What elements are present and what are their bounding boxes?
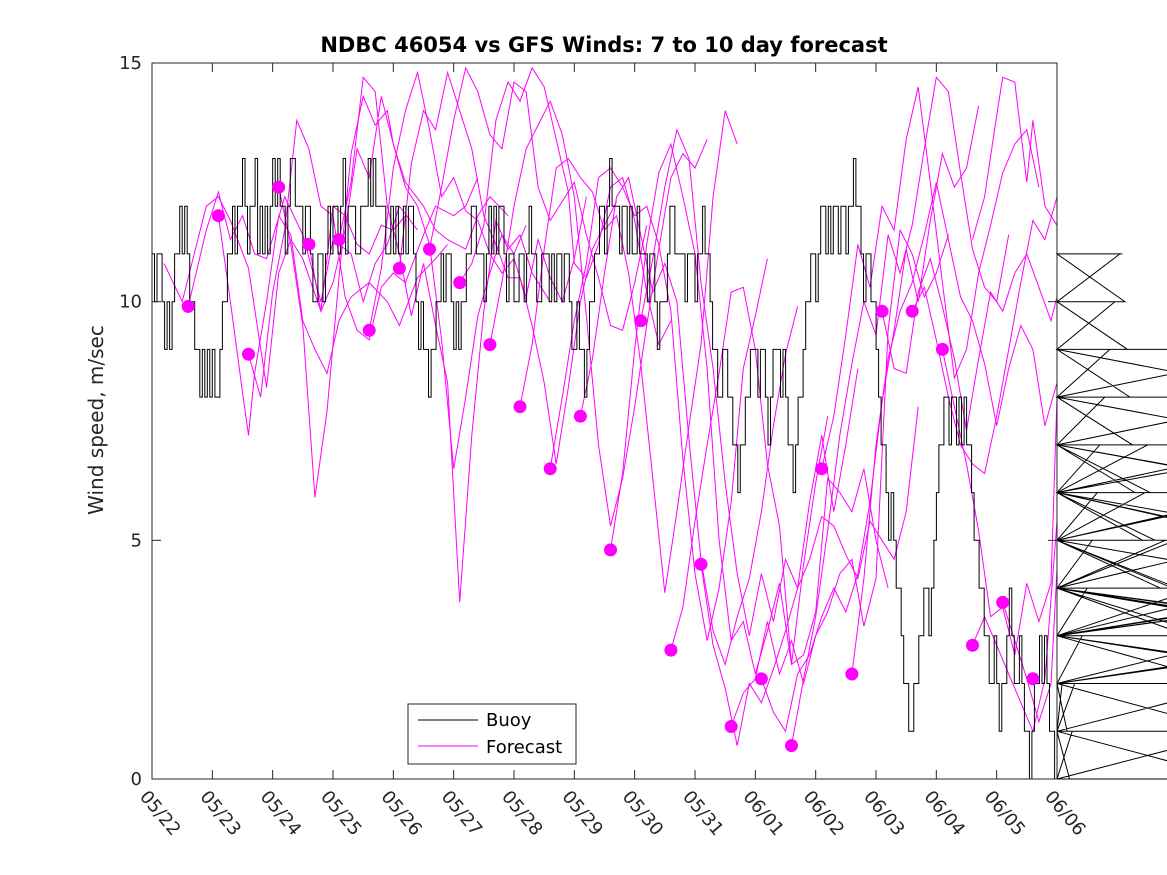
forecast-line <box>760 105 980 733</box>
forecast-marker <box>724 720 738 733</box>
chart-title: NDBC 46054 vs GFS Winds: 7 to 10 day for… <box>320 33 887 57</box>
forecast-line <box>700 406 919 746</box>
forecast-line <box>459 66 672 347</box>
axes-box <box>151 62 1058 780</box>
forecast-line <box>489 99 708 527</box>
forecast-marker <box>362 323 376 337</box>
forecast-line <box>217 214 448 436</box>
forecast-marker <box>875 304 889 318</box>
forecast-marker <box>966 638 979 652</box>
forecast-markers <box>181 180 1040 753</box>
forecast-marker <box>996 595 1010 609</box>
forecast-line <box>972 521 1058 733</box>
forecast-marker <box>905 304 919 318</box>
forecast-marker <box>332 233 346 247</box>
forecast-marker <box>935 342 949 356</box>
forecast-marker <box>845 667 859 681</box>
legend-box <box>407 703 577 765</box>
forecast-line <box>549 167 768 641</box>
forecast-line <box>640 128 859 636</box>
forecast-line <box>579 176 799 667</box>
plot-area <box>152 66 1167 780</box>
forecast-marker <box>513 400 527 414</box>
buoy-line <box>152 158 1167 780</box>
forecast-line <box>163 195 406 388</box>
y-tick-label: 0 <box>131 769 142 790</box>
forecast-marker <box>664 643 678 657</box>
forecast-marker <box>453 276 467 290</box>
forecast-line <box>368 70 587 331</box>
y-tick-label: 15 <box>119 53 142 74</box>
forecast-marker <box>815 462 829 476</box>
forecast-line <box>972 76 1058 240</box>
forecast-marker <box>302 237 316 251</box>
forecast-marker <box>754 672 768 686</box>
forecast-marker <box>392 261 406 275</box>
forecast-marker <box>211 209 225 223</box>
y-tick-label: 10 <box>119 292 142 313</box>
forecast-marker <box>785 739 798 753</box>
forecast-marker <box>181 299 195 313</box>
forecast-marker <box>242 347 255 361</box>
forecast-marker <box>483 338 497 352</box>
y-tick-label: 5 <box>131 530 142 551</box>
legend-forecast-label: Forecast <box>486 737 562 758</box>
forecast-marker <box>573 409 587 423</box>
forecast-line <box>338 76 551 603</box>
forecast-line <box>519 110 738 593</box>
forecast-marker <box>1026 672 1040 686</box>
forecast-marker <box>634 314 648 328</box>
forecast-line <box>791 76 1010 746</box>
legend-buoy-label: Buoy <box>486 710 532 731</box>
forecast-line <box>851 182 1058 675</box>
forecast-line <box>911 196 1058 475</box>
forecast-marker <box>604 543 617 557</box>
forecast-marker <box>423 242 436 256</box>
forecast-line <box>881 252 1058 431</box>
forecast-line <box>821 86 1040 469</box>
legend: Buoy Forecast <box>407 703 577 765</box>
forecast-line <box>429 66 648 331</box>
forecast-line <box>278 94 509 498</box>
forecast-line <box>730 228 949 727</box>
forecast-marker <box>543 462 557 476</box>
forecast-marker <box>694 557 708 571</box>
forecast-line <box>1002 568 1058 724</box>
forecast-line <box>670 286 889 666</box>
forecast-marker <box>272 180 286 194</box>
forecast-line <box>398 70 618 465</box>
y-axis-label: Wind speed, m/sec <box>84 325 108 515</box>
